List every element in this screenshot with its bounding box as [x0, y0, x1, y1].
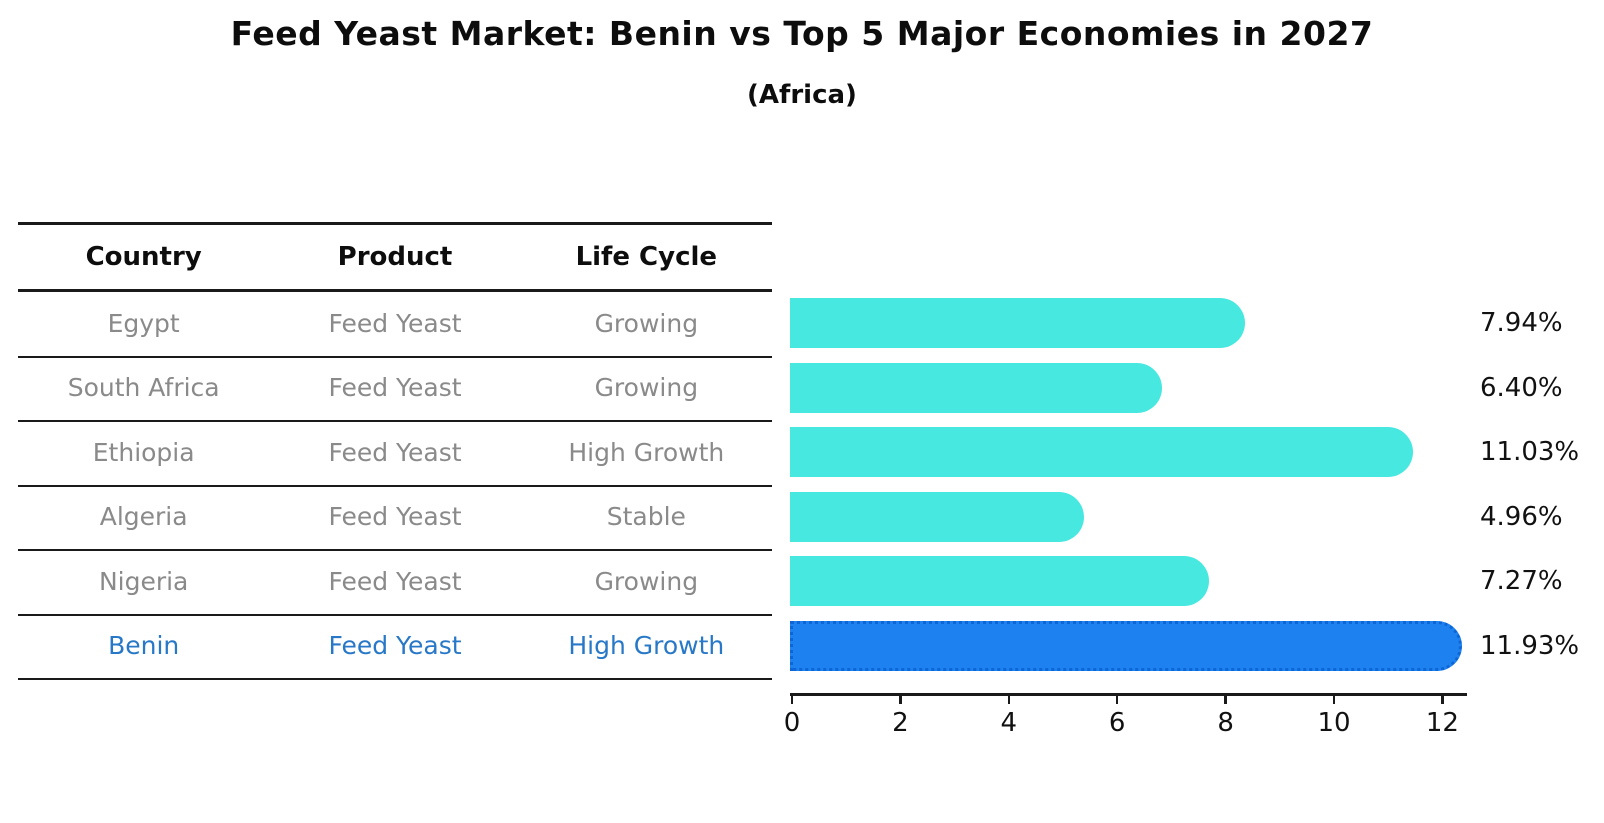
table-cell-benin-country: Benin: [108, 631, 180, 661]
table-cell-south-africa-country: South Africa: [67, 373, 220, 403]
table-cell-south-africa-product: Feed Yeast: [328, 373, 462, 403]
table-row-rule: [18, 678, 772, 680]
table-cell-benin-life_cycle: High Growth: [568, 631, 725, 661]
x-tick-mark-10: [1332, 693, 1336, 704]
x-tick-label-12: 12: [1425, 708, 1459, 738]
table-cell-ethiopia-life_cycle: High Growth: [568, 437, 725, 467]
chart-subtitle: (Africa): [747, 80, 857, 110]
value-label-nigeria: 7.27%: [1480, 566, 1563, 597]
table-cell-ethiopia-product: Feed Yeast: [328, 437, 462, 467]
table-header-country: Country: [85, 241, 202, 272]
value-label-egypt: 7.94%: [1480, 308, 1563, 339]
value-label-south-africa: 6.40%: [1480, 372, 1563, 403]
bar-ethiopia: [790, 427, 1413, 478]
x-tick-label-2: 2: [892, 708, 909, 738]
x-tick-label-4: 4: [1000, 708, 1018, 738]
x-tick-label-0: 0: [783, 708, 801, 738]
bar-benin: [790, 620, 1462, 671]
value-label-benin: 11.93%: [1480, 630, 1580, 661]
table-cell-benin-product: Feed Yeast: [328, 631, 462, 661]
table-top-rule: [18, 222, 772, 225]
value-label-algeria: 4.96%: [1480, 501, 1563, 532]
value-label-ethiopia: 11.03%: [1480, 437, 1580, 468]
x-tick-label-6: 6: [1108, 708, 1126, 738]
table-cell-ethiopia-country: Ethiopia: [92, 437, 195, 467]
bar-south-africa: [790, 362, 1162, 413]
x-tick-mark-6: [1115, 693, 1119, 704]
table-cell-egypt-product: Feed Yeast: [328, 308, 462, 338]
table-cell-algeria-life_cycle: Stable: [606, 502, 686, 532]
x-tick-label-8: 8: [1217, 708, 1234, 738]
table-header-rule: [18, 289, 772, 292]
x-tick-mark-2: [899, 693, 902, 704]
table-row-rule: [18, 613, 772, 616]
table-cell-algeria-country: Algeria: [99, 502, 188, 532]
x-axis-line: [790, 693, 1467, 696]
x-tick-mark-8: [1224, 693, 1227, 704]
table-row-rule: [18, 420, 772, 422]
table-cell-nigeria-life_cycle: Growing: [594, 566, 699, 596]
bar-egypt: [790, 298, 1246, 349]
x-tick-mark-4: [1007, 693, 1011, 704]
table-cell-nigeria-country: Nigeria: [98, 566, 189, 596]
table-cell-egypt-life_cycle: Growing: [594, 308, 699, 338]
table-cell-nigeria-product: Feed Yeast: [328, 566, 462, 596]
bar-algeria: [790, 491, 1084, 542]
x-tick-mark-0: [790, 693, 794, 704]
table-header-product: Product: [337, 241, 453, 272]
chart-title: Feed Yeast Market: Benin vs Top 5 Major …: [230, 14, 1374, 53]
table-cell-egypt-country: Egypt: [107, 308, 180, 338]
x-tick-label-10: 10: [1317, 708, 1351, 738]
bar-nigeria: [790, 556, 1210, 607]
table-header-life-cycle: Life Cycle: [575, 241, 718, 272]
x-tick-mark-12: [1441, 693, 1444, 704]
table-row-rule: [18, 355, 772, 358]
table-row-rule: [18, 484, 772, 487]
table-cell-south-africa-life_cycle: Growing: [594, 373, 699, 403]
table-cell-algeria-product: Feed Yeast: [328, 502, 462, 532]
table-row-rule: [18, 549, 772, 551]
